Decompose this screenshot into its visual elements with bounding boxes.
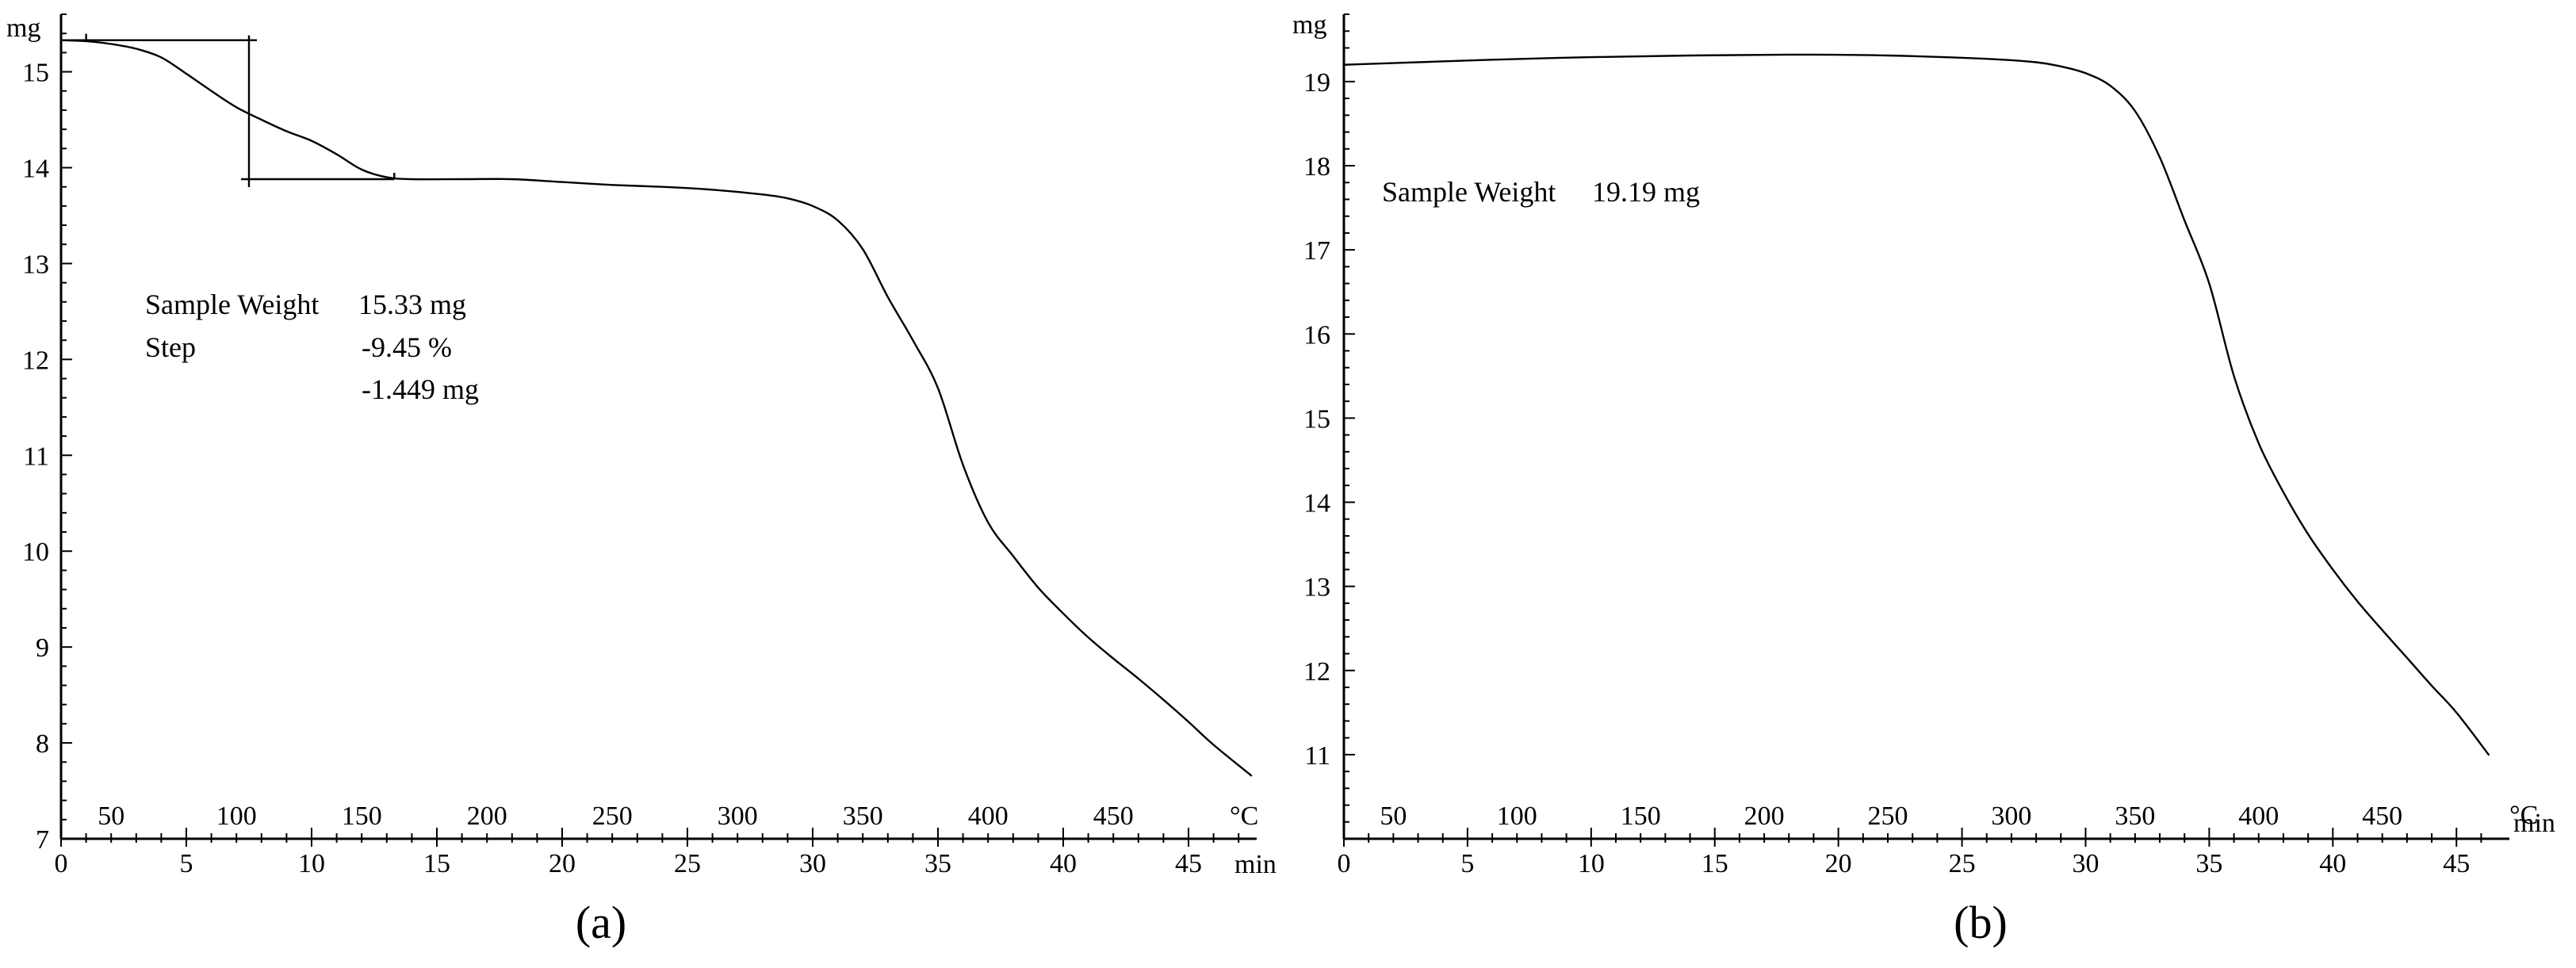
x-tick-label: 30 <box>799 849 826 878</box>
y-tick-label: 13 <box>1303 573 1330 603</box>
x-tick-label: 15 <box>423 849 450 878</box>
x-tick-label: 25 <box>674 849 701 878</box>
y-tick-label: 15 <box>1303 404 1330 434</box>
x-tick-label: 0 <box>1338 849 1351 878</box>
temperature-tick-label: 50 <box>98 802 124 831</box>
y-tick-label: 7 <box>36 825 49 855</box>
chart-panel-b: mg 11 12 13 14 15 16 17 18 19 0 5 10 15 20 25 30 35 40 45… <box>1292 10 2555 948</box>
x-tick-label: 30 <box>2072 849 2099 878</box>
panel-label-b: (b) <box>1954 897 2008 948</box>
y-tick-label: 16 <box>1303 320 1330 350</box>
sample-weight-label: Sample Weight <box>1382 176 1556 208</box>
y-tick-label: 12 <box>22 346 49 375</box>
x-tick-label: 25 <box>1949 849 1976 878</box>
y-axis-ticks: 7 8 9 10 11 12 13 14 15 <box>22 13 72 855</box>
step-mass: -1.449 mg <box>362 373 479 405</box>
y-axis-unit-label: mg <box>1292 10 1326 40</box>
x-axis-ticks: 0 5 10 15 20 25 30 35 40 45 <box>1338 828 2482 878</box>
x-tick-label: 40 <box>1050 849 1077 878</box>
sample-weight-value: 15.33 mg <box>358 289 466 320</box>
x-tick-label: 45 <box>1175 849 1202 878</box>
temperature-tick-label: 400 <box>2238 802 2279 831</box>
y-axis-unit-label: mg <box>6 13 40 43</box>
temperature-tick-label: 400 <box>968 802 1009 831</box>
x-tick-label: 45 <box>2443 849 2470 878</box>
panel-label-a: (a) <box>576 897 626 948</box>
x-tick-label: 10 <box>298 849 325 878</box>
y-tick-label: 14 <box>22 154 49 183</box>
x-axis-ticks: 0 5 10 15 20 25 30 35 40 45 <box>55 828 1240 878</box>
x-tick-label: 15 <box>1701 849 1728 878</box>
temperature-tick-label: 250 <box>592 802 633 831</box>
tga-curve-a <box>59 39 1253 777</box>
temperature-tick-label: 100 <box>1497 802 1537 831</box>
temperature-tick-label: 350 <box>2115 802 2155 831</box>
temperature-tick-label: 300 <box>1991 802 2031 831</box>
x-tick-label: 20 <box>549 849 576 878</box>
y-tick-label: 11 <box>23 442 49 471</box>
x-tick-label: 5 <box>1460 849 1474 878</box>
temperature-tick-label: 50 <box>1380 802 1407 831</box>
step-percent: -9.45 % <box>362 331 452 363</box>
temperature-unit-label: °C <box>2509 801 2538 830</box>
temperature-unit-label: °C <box>1230 802 1258 831</box>
y-tick-label: 14 <box>1303 489 1330 518</box>
x-axis-unit-label: min <box>1234 850 1277 879</box>
temperature-tick-label: 250 <box>1868 802 1908 831</box>
temperature-tick-label: 450 <box>1093 802 1134 831</box>
chart-panel-a: mg 7 8 9 10 11 12 13 14 15 0 5 10 15 20 25 30 35 40 45 50… <box>6 13 1277 948</box>
temperature-tick-label: 150 <box>342 802 382 831</box>
x-tick-label: 5 <box>180 849 193 878</box>
temperature-axis-labels: 50 100 150 200 250 300 350 400 450 <box>1380 802 2402 831</box>
y-tick-label: 10 <box>22 538 49 567</box>
y-tick-label: 18 <box>1303 152 1330 182</box>
temperature-tick-label: 300 <box>718 802 758 831</box>
y-tick-label: 17 <box>1303 236 1330 266</box>
x-tick-label: 35 <box>924 849 951 878</box>
y-tick-label: 9 <box>36 633 49 663</box>
temperature-tick-label: 450 <box>2362 802 2402 831</box>
y-tick-label: 19 <box>1303 68 1330 98</box>
sample-weight-value: 19.19 mg <box>1592 176 1700 208</box>
y-tick-label: 12 <box>1303 657 1330 687</box>
y-tick-label: 15 <box>22 59 49 88</box>
sample-weight-label: Sample Weight <box>145 289 319 320</box>
temperature-tick-label: 350 <box>843 802 883 831</box>
temperature-axis-labels: 50 100 150 200 250 300 350 400 450 <box>98 802 1134 831</box>
temperature-tick-label: 100 <box>216 802 257 831</box>
tga-curve-b <box>1342 53 2490 756</box>
y-tick-label: 8 <box>36 729 49 759</box>
temperature-tick-label: 150 <box>1621 802 1661 831</box>
x-tick-label: 20 <box>1825 849 1852 878</box>
x-tick-label: 10 <box>1578 849 1605 878</box>
y-tick-label: 11 <box>1304 741 1330 771</box>
x-tick-label: 0 <box>55 849 68 878</box>
step-bracket <box>61 33 396 187</box>
x-tick-label: 40 <box>2319 849 2346 878</box>
y-axis-ticks: 11 12 13 14 15 16 17 18 19 <box>1303 13 1355 840</box>
temperature-tick-label: 200 <box>1744 802 1785 831</box>
y-tick-label: 13 <box>22 250 49 279</box>
x-axis-unit-label: min <box>2513 809 2555 838</box>
temperature-tick-label: 200 <box>467 802 507 831</box>
step-label: Step <box>145 331 196 363</box>
x-tick-label: 35 <box>2195 849 2222 878</box>
